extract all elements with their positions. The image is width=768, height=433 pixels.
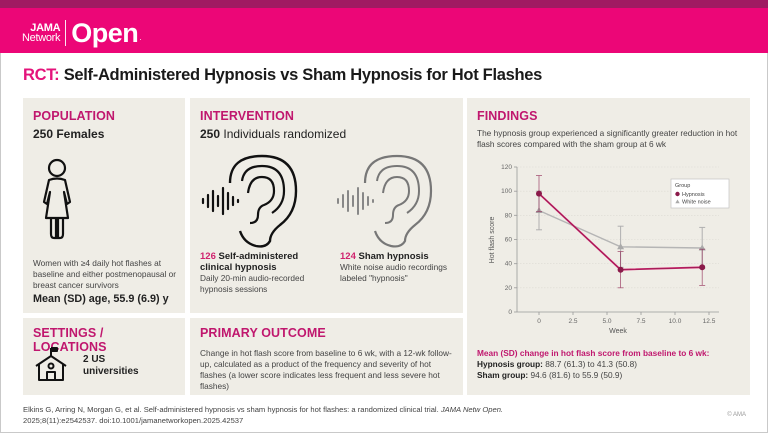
header-band: JAMA Network Open .: [0, 8, 768, 53]
population-description: Women with ≥4 daily hot flashes at basel…: [33, 258, 176, 290]
jama-network-open-logo: JAMA Network Open .: [22, 18, 142, 48]
y-tick-40: 40: [505, 261, 513, 268]
settings-line1: 2 US: [83, 354, 106, 365]
copyright: © AMA: [727, 412, 746, 418]
logo-open: Open: [71, 17, 139, 48]
sham-group-label: Sham group:: [477, 370, 529, 380]
findings-summary: Mean (SD) change in hot flash score from…: [477, 348, 742, 381]
school-building-icon: [35, 347, 67, 381]
logo-network: Network: [22, 32, 61, 44]
ear-sound-icon: [201, 154, 298, 248]
citation-authors: Elkins G, Arring N, Morgan G, et al. Sel…: [23, 405, 439, 414]
logo-dot: .: [139, 33, 142, 42]
chart-legend: Group Hypnosis White noise: [670, 178, 730, 209]
findings-text: The hypnosis group experienced a signifi…: [477, 128, 738, 149]
primary-outcome-heading: PRIMARY OUTCOME: [200, 326, 326, 340]
x-axis: [517, 311, 719, 315]
hot-flash-score-chart: 120 100 80 60 40 20 0 0 2.5 5.0 7.5 10.0…: [489, 164, 730, 335]
title-text: Self-Administered Hypnosis vs Sham Hypno…: [63, 66, 543, 84]
citation-journal: JAMA Netw Open.: [440, 405, 504, 414]
population-age: Mean (SD) age, 55.9 (6.9) y: [33, 293, 169, 305]
primary-outcome-panel: PRIMARY OUTCOME Change in hot flash scor…: [190, 318, 463, 395]
arm-hypnosis-n: 126: [200, 251, 216, 262]
title-prefix: RCT:: [23, 66, 60, 84]
intervention-panel: INTERVENTION 250 Individuals randomized …: [190, 98, 463, 313]
top-strip: [0, 0, 768, 8]
female-person-icon: [42, 158, 72, 240]
summary-lead: Mean (SD) change in hot flash score from…: [477, 348, 710, 358]
primary-outcome-text: Change in hot flash score from baseline …: [200, 348, 452, 391]
y-axis: [514, 166, 518, 313]
legend-title: Group: [675, 183, 690, 189]
x-tick-10: 10.0: [669, 318, 682, 325]
hypnosis-group-value: 88.7 (61.3) to 41.3 (50.8): [545, 359, 638, 369]
y-tick-60: 60: [505, 237, 513, 244]
arm-hypnosis-description: Daily 20-min audio-recorded hypnosis ses…: [200, 273, 305, 294]
x-tick-5: 5.0: [602, 318, 611, 325]
legend-white-noise: White noise: [682, 200, 711, 206]
arm-sham-n: 124: [340, 251, 356, 262]
hypnosis-group-label: Hypnosis group:: [477, 359, 543, 369]
population-count: 250 Females: [33, 127, 105, 141]
x-tick-2-5: 2.5: [568, 318, 577, 325]
population-panel: POPULATION 250 Females Women with ≥4 dai…: [23, 98, 185, 313]
sham-group-value: 94.6 (81.6) to 55.9 (50.9): [530, 370, 623, 380]
y-tick-120: 120: [501, 164, 512, 171]
randomized-summary: 250 Individuals randomized: [200, 127, 453, 141]
y-tick-0: 0: [508, 309, 512, 316]
settings-panel: SETTINGS / LOCATIONS 2 US universities: [23, 318, 185, 395]
intervention-heading: INTERVENTION: [200, 109, 295, 123]
randomized-count: 250: [200, 127, 221, 141]
y-tick-100: 100: [501, 188, 512, 195]
legend-hypnosis: Hypnosis: [682, 192, 705, 198]
page-title: RCT: Self-Administered Hypnosis vs Sham …: [23, 66, 542, 85]
logo-jama: JAMA: [30, 22, 61, 34]
ear-sound-gray-icon: [337, 154, 433, 248]
settings-line2: universities: [83, 366, 139, 377]
findings-heading: FINDINGS: [477, 109, 538, 123]
y-tick-80: 80: [505, 212, 513, 219]
arm-sham-description: White noise audio recordings labeled "hy…: [340, 262, 447, 283]
citation-details: 2025;8(11):e2542537. doi:10.1001/jamanet…: [23, 416, 244, 425]
randomized-text: Individuals randomized: [223, 127, 347, 141]
x-axis-label: Week: [609, 328, 627, 335]
y-tick-20: 20: [505, 285, 513, 292]
arm-hypnosis-title: Self-administered clinical hypnosis: [200, 251, 299, 273]
arm-sham-title: Sham hypnosis: [358, 251, 429, 262]
x-tick-12-5: 12.5: [703, 318, 716, 325]
findings-panel: FINDINGS The hypnosis group experienced …: [467, 98, 750, 395]
citation: Elkins G, Arring N, Morgan G, et al. Sel…: [23, 404, 723, 426]
population-heading: POPULATION: [33, 109, 116, 123]
y-axis-label: Hot flash score: [489, 217, 496, 264]
logo-divider: [65, 20, 67, 46]
x-tick-0: 0: [537, 318, 541, 325]
x-tick-7-5: 7.5: [636, 318, 645, 325]
arm-hypnosis: 126 Self-administered clinical hypnosis …: [200, 251, 325, 295]
arm-sham: 124 Sham hypnosis White noise audio reco…: [340, 251, 460, 284]
